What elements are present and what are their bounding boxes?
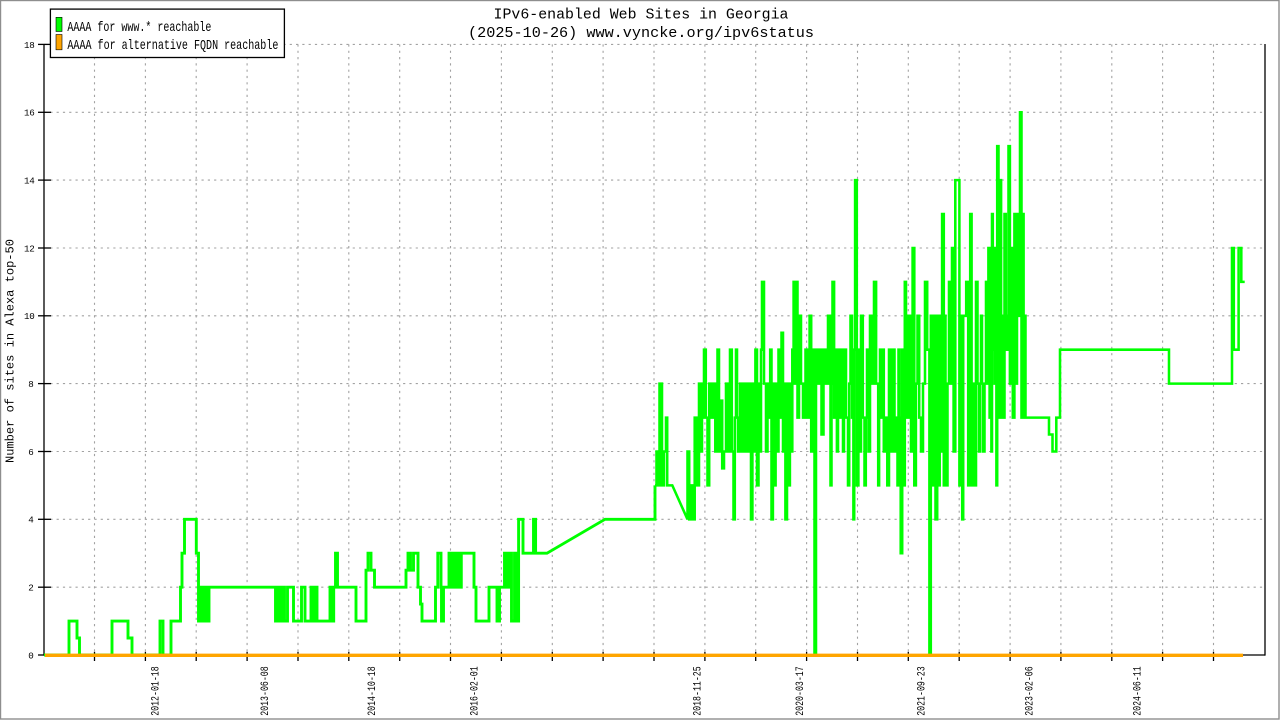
svg-text:14: 14 [24,176,35,187]
svg-text:6: 6 [28,447,33,458]
svg-text:18: 18 [24,40,34,51]
svg-text:2018-11-25: 2018-11-25 [692,666,704,716]
svg-text:2014-10-18: 2014-10-18 [367,666,379,716]
svg-text:2024-06-11: 2024-06-11 [1132,666,1144,716]
svg-text:IPv6-enabled Web Sites in Geor: IPv6-enabled Web Sites in Georgia [494,7,789,24]
svg-text:12: 12 [24,243,34,254]
svg-text:2020-03-17: 2020-03-17 [795,666,807,716]
svg-text:2021-09-23: 2021-09-23 [917,666,929,716]
svg-text:2016-02-01: 2016-02-01 [469,666,481,716]
svg-text:10: 10 [24,311,34,322]
svg-text:AAAA for www.* reachable: AAAA for www.* reachable [67,20,211,36]
svg-text:8: 8 [28,379,33,390]
svg-text:2012-01-18: 2012-01-18 [151,666,163,716]
svg-text:AAAA for alternative FQDN reac: AAAA for alternative FQDN reachable [67,38,278,54]
svg-text:16: 16 [24,108,34,119]
svg-text:2013-06-08: 2013-06-08 [260,666,272,716]
svg-text:0: 0 [28,650,33,661]
svg-text:(2025-10-26) www.vyncke.org/ip: (2025-10-26) www.vyncke.org/ipv6status [468,25,814,42]
svg-text:2: 2 [28,583,33,594]
svg-text:Number of sites in Alexa top-5: Number of sites in Alexa top-50 [4,239,18,463]
svg-text:2023-02-06: 2023-02-06 [1025,666,1037,716]
svg-text:4: 4 [28,515,34,526]
